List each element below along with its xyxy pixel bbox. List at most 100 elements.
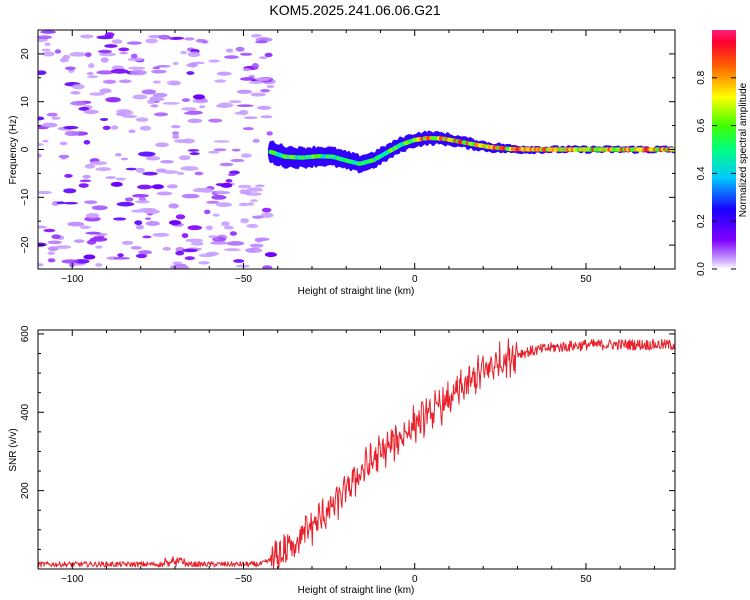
- spectrogram-noise-blob: [172, 61, 179, 66]
- spectrogram-noise-blob: [102, 79, 117, 84]
- spectrogram-noise-blob: [214, 79, 227, 83]
- spectrogram-noise-blob: [114, 152, 122, 157]
- snr-frame: [37, 329, 676, 570]
- spectrogram-noise-blob: [162, 246, 172, 251]
- spectrogram-noise-blob: [73, 239, 85, 243]
- spectrogram-noise-blob: [182, 248, 198, 253]
- spectrogram-noise-blob: [82, 174, 91, 179]
- spectrogram-noise-blob: [208, 118, 223, 123]
- spectrogram-noise-blob: [47, 258, 56, 263]
- spectrogram-noise-blob: [251, 63, 259, 69]
- spectrogram-noise-blob: [225, 179, 233, 183]
- spectrogram-noise-blob: [254, 249, 262, 253]
- spectrogram-noise-blob: [137, 184, 153, 190]
- spectrogram-noise-blob: [240, 218, 249, 224]
- spectrogram-noise-blob: [51, 234, 61, 240]
- spectrogram-noise-blob: [111, 125, 119, 130]
- spectrogram-noise-blob: [111, 39, 123, 44]
- spectrogram-noise-blob: [187, 225, 203, 231]
- spectrogram-noise-blob: [59, 141, 68, 146]
- spectrogram-noise-blob: [238, 202, 250, 207]
- spectrogram-noise-blob: [226, 241, 245, 246]
- spectrogram-noise-blob: [122, 114, 138, 119]
- spectrogram-noise-blob: [247, 202, 255, 206]
- spectrogram-noise-blob: [38, 263, 44, 267]
- spectrogram-noise-blob: [166, 184, 178, 189]
- spectrogram-noise-blob: [183, 111, 198, 115]
- spectrogram-noise-blob: [63, 188, 77, 194]
- spectrogram-noise-blob: [78, 183, 89, 188]
- spectrogram-noise-blob: [233, 259, 245, 263]
- snr-x-tick-label: −100: [61, 574, 84, 585]
- spectrogram-noise-blob: [80, 34, 94, 39]
- spectrogram-y-axis: −20 −10 0 10 20: [20, 29, 675, 270]
- spectrogram-noise-blob: [212, 213, 220, 217]
- colorbar-tick-label: 0.0: [696, 262, 707, 276]
- spectrogram-noise-blob: [185, 238, 204, 243]
- spectrogram-noise-blob: [47, 251, 55, 256]
- colorbar-tick-label: 0.2: [696, 214, 707, 228]
- spectrogram-noise-blob: [266, 84, 275, 89]
- spectrogram-noise-blob: [151, 184, 164, 190]
- spectrogram-noise-blob: [141, 89, 157, 95]
- spectrogram-noise-blob: [243, 116, 258, 120]
- spectrogram-noise-blob: [174, 139, 190, 143]
- spectrogram-noise-blob: [252, 215, 264, 219]
- spectrogram-noise-blob: [135, 224, 144, 230]
- spectrogram-noise-blob: [186, 63, 199, 68]
- spectrogram-noise-blob: [130, 53, 138, 59]
- spectrogram-noise-blob: [152, 232, 170, 237]
- spectrogram-noise-blob: [97, 49, 113, 54]
- spectrogram-noise-blob: [121, 240, 134, 246]
- spectrogram-noise-blob: [158, 34, 171, 40]
- spectrogram-noise-blob: [46, 112, 58, 117]
- spectrogram-noise-blob: [257, 105, 272, 110]
- spectrogram-noise-blob: [128, 129, 136, 134]
- spectrogram-noise-blob: [55, 245, 72, 249]
- spectrogram-noise-blob: [255, 77, 270, 82]
- spectrogram-noise-blob: [139, 125, 152, 131]
- spectrogram-y-tick-label: 0: [20, 146, 31, 152]
- spectrogram-noise-blob: [231, 148, 241, 152]
- spectrogram-noise-blob: [175, 214, 186, 220]
- spectrogram-noise-blob: [250, 33, 262, 38]
- spectrogram-noise-blob: [145, 38, 158, 44]
- snr-y-tick-label: 200: [20, 482, 31, 499]
- spectrogram-noise-blob: [260, 212, 274, 218]
- spectrogram-noise-blob: [95, 263, 103, 267]
- spectrogram-noise-blob: [242, 68, 251, 72]
- spectrogram-noise-blob: [142, 235, 152, 239]
- spectrogram-noise-blob: [264, 52, 273, 58]
- spectrogram-noise-blob: [160, 160, 175, 164]
- spectrogram-noise-blob: [131, 194, 149, 198]
- spectrogram-noise-blob: [84, 164, 96, 169]
- spectrogram-noise-blob: [262, 265, 273, 269]
- spectrogram-noise-blob: [254, 184, 265, 188]
- spectrogram-noise-blob: [227, 173, 237, 177]
- spectrogram-noise-blob: [192, 94, 205, 100]
- spectrogram-noise-blob: [151, 69, 167, 74]
- spectrogram-noise-blob: [79, 179, 92, 183]
- spectrogram-noise-blob: [235, 46, 245, 52]
- spectrogram-noise-blob: [54, 49, 62, 54]
- spectrogram-noise-blob: [248, 80, 264, 84]
- spectrogram-noise-blob: [47, 240, 62, 245]
- spectrogram-noise-blob: [221, 221, 230, 227]
- spectrogram-noise-blob: [96, 70, 114, 75]
- spectrogram-noise-blob: [235, 264, 250, 268]
- spectrogram-x-tick-label: −100: [61, 274, 84, 285]
- spectrogram-noise-blob: [70, 100, 87, 106]
- spectrogram-noise-blob: [64, 66, 76, 71]
- spectrogram-noise-blob: [189, 152, 200, 156]
- spectrogram-noise-blob: [181, 233, 189, 239]
- spectrogram-noise-blob: [113, 256, 130, 260]
- spectrogram-noise-blob: [194, 171, 204, 176]
- spectrogram-noise-blob: [125, 167, 137, 171]
- spectrogram-y-tick-label: 10: [20, 96, 31, 108]
- spectrogram-noise-blob: [239, 189, 246, 195]
- colorbar: 0.0 0.2 0.4 0.6 0.8 Normalized spectral ampl…: [696, 30, 749, 276]
- spectrogram-noise-blob: [63, 201, 78, 205]
- spectrogram-noise-blob: [64, 130, 80, 136]
- spectrogram-x-axis: −100 −50 0 50: [37, 30, 655, 285]
- spectrogram-noise-blob: [249, 243, 264, 248]
